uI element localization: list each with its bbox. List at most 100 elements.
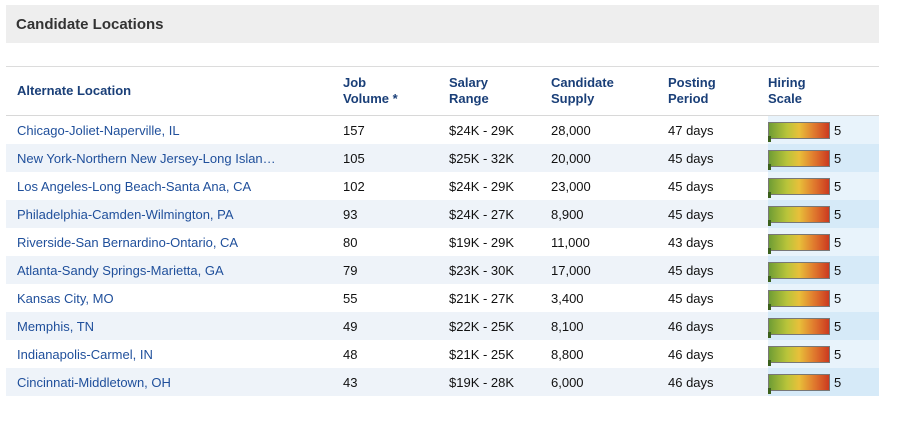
hiring-scale-cell: 5 xyxy=(768,284,879,312)
panel-header: Candidate Locations xyxy=(6,5,879,43)
column-header-label: Scale xyxy=(768,91,802,106)
hiring-scale-value: 5 xyxy=(834,150,842,166)
table-row: Cincinnati-Middletown, OH 43 $19K - 28K … xyxy=(6,368,879,396)
candidate-supply-cell: 3,400 xyxy=(551,290,584,306)
hiring-scale-gauge xyxy=(768,149,830,170)
posting-period-cell: 46 days xyxy=(668,346,714,362)
hiring-scale-cell: 5 xyxy=(768,256,879,284)
hiring-scale-value: 5 xyxy=(834,262,842,278)
table-row: New York-Northern New Jersey-Long Islan…… xyxy=(6,144,879,172)
column-header-label: Volume * xyxy=(343,91,398,106)
table-row: Los Angeles-Long Beach-Santa Ana, CA 102… xyxy=(6,172,879,200)
salary-range-cell: $22K - 25K xyxy=(449,312,551,340)
gauge-marker xyxy=(768,247,771,254)
panel-title: Candidate Locations xyxy=(16,15,164,33)
candidate-supply-cell: 8,900 xyxy=(551,200,668,228)
column-header-job-volume[interactable]: Job Volume * xyxy=(343,66,449,116)
salary-range-cell: $21K - 25K xyxy=(449,346,515,362)
hiring-scale-value: 5 xyxy=(834,122,842,138)
job-volume-cell: 48 xyxy=(343,346,358,362)
column-header-posting-period[interactable]: Posting Period xyxy=(668,66,768,116)
hiring-scale-value: 5 xyxy=(834,318,842,334)
gauge-marker xyxy=(768,135,771,142)
candidate-supply-cell: 11,000 xyxy=(551,234,590,250)
hiring-scale-gauge xyxy=(768,121,830,142)
posting-period-cell: 45 days xyxy=(668,144,768,172)
hiring-scale-value: 5 xyxy=(834,206,842,222)
column-header-candidate-supply[interactable]: Candidate Supply xyxy=(551,66,668,116)
candidate-supply-cell: 20,000 xyxy=(551,144,668,172)
hiring-scale-cell: 5 xyxy=(768,115,879,144)
candidate-supply-cell: 28,000 xyxy=(551,122,591,138)
table-row: Memphis, TN 49 $22K - 25K 8,100 46 days … xyxy=(6,312,879,340)
posting-period-cell: 46 days xyxy=(668,312,768,340)
candidate-supply-cell: 17,000 xyxy=(551,256,668,284)
job-volume-cell: 79 xyxy=(343,256,449,284)
location-link[interactable]: Kansas City, MO xyxy=(17,290,114,306)
column-header-label: Candidate xyxy=(551,75,614,90)
gauge-marker xyxy=(768,163,771,170)
posting-period-cell: 43 days xyxy=(668,234,714,250)
hiring-scale-gauge xyxy=(768,317,830,338)
column-header-label: Alternate Location xyxy=(17,83,132,98)
salary-range-cell: $24K - 27K xyxy=(449,200,551,228)
hiring-scale-gauge xyxy=(768,261,830,282)
column-header-salary-range[interactable]: Salary Range xyxy=(449,66,551,116)
posting-period-cell: 45 days xyxy=(668,290,714,306)
gauge-marker xyxy=(768,331,771,338)
job-volume-cell: 157 xyxy=(343,122,365,138)
location-link[interactable]: Memphis, TN xyxy=(6,312,343,340)
column-header-hiring-scale[interactable]: Hiring Scale xyxy=(768,66,879,116)
hiring-scale-gauge xyxy=(768,289,830,310)
hiring-scale-value: 5 xyxy=(834,374,842,390)
posting-period-cell: 45 days xyxy=(668,178,714,194)
hiring-scale-cell: 5 xyxy=(768,228,879,256)
gauge-marker xyxy=(768,387,771,394)
job-volume-cell: 93 xyxy=(343,200,449,228)
salary-range-cell: $19K - 29K xyxy=(449,234,515,250)
hiring-scale-cell: 5 xyxy=(768,312,879,340)
gauge-marker xyxy=(768,275,771,282)
header-row: Alternate Location Job Volume * Salary R… xyxy=(6,66,879,116)
location-link[interactable]: Cincinnati-Middletown, OH xyxy=(6,368,343,396)
job-volume-cell: 49 xyxy=(343,312,449,340)
hiring-scale-gauge xyxy=(768,233,830,254)
hiring-scale-value: 5 xyxy=(834,346,842,362)
posting-period-cell: 47 days xyxy=(668,122,714,138)
location-link[interactable]: Philadelphia-Camden-Wilmington, PA xyxy=(6,200,343,228)
candidate-locations-table: Alternate Location Job Volume * Salary R… xyxy=(6,66,879,396)
posting-period-cell: 45 days xyxy=(668,256,768,284)
table-row: Indianapolis-Carmel, IN 48 $21K - 25K 8,… xyxy=(6,340,879,368)
column-header-label: Range xyxy=(449,91,489,106)
salary-range-cell: $19K - 28K xyxy=(449,368,551,396)
column-header-label: Supply xyxy=(551,91,595,106)
table-row: Philadelphia-Camden-Wilmington, PA 93 $2… xyxy=(6,200,879,228)
table-row: Chicago-Joliet-Naperville, IL 157 $24K -… xyxy=(6,115,879,144)
column-header-label: Salary xyxy=(449,75,489,90)
location-link[interactable]: Chicago-Joliet-Naperville, IL xyxy=(17,122,180,138)
job-volume-cell: 43 xyxy=(343,368,449,396)
hiring-scale-cell: 5 xyxy=(768,200,879,228)
table-row: Atlanta-Sandy Springs-Marietta, GA 79 $2… xyxy=(6,256,879,284)
location-link[interactable]: Atlanta-Sandy Springs-Marietta, GA xyxy=(6,256,343,284)
location-link[interactable]: Los Angeles-Long Beach-Santa Ana, CA xyxy=(17,178,252,194)
hiring-scale-gauge xyxy=(768,373,830,394)
location-link[interactable]: New York-Northern New Jersey-Long Islan… xyxy=(6,144,343,172)
job-volume-cell: 102 xyxy=(343,178,365,194)
salary-range-cell: $21K - 27K xyxy=(449,290,515,306)
job-volume-cell: 105 xyxy=(343,144,449,172)
candidate-supply-cell: 23,000 xyxy=(551,178,591,194)
table-row: Riverside-San Bernardino-Ontario, CA 80 … xyxy=(6,228,879,256)
column-header-location[interactable]: Alternate Location xyxy=(6,66,343,116)
column-header-label: Posting xyxy=(668,75,716,90)
table-row: Kansas City, MO 55 $21K - 27K 3,400 45 d… xyxy=(6,284,879,312)
hiring-scale-cell: 5 xyxy=(768,172,879,200)
hiring-scale-value: 5 xyxy=(834,178,842,194)
location-link[interactable]: Riverside-San Bernardino-Ontario, CA xyxy=(17,234,239,250)
hiring-scale-gauge xyxy=(768,345,830,366)
gauge-marker xyxy=(768,219,771,226)
salary-range-cell: $24K - 29K xyxy=(449,122,515,138)
location-link[interactable]: Indianapolis-Carmel, IN xyxy=(17,346,153,362)
hiring-scale-value: 5 xyxy=(834,290,842,306)
column-header-label: Job xyxy=(343,75,367,90)
